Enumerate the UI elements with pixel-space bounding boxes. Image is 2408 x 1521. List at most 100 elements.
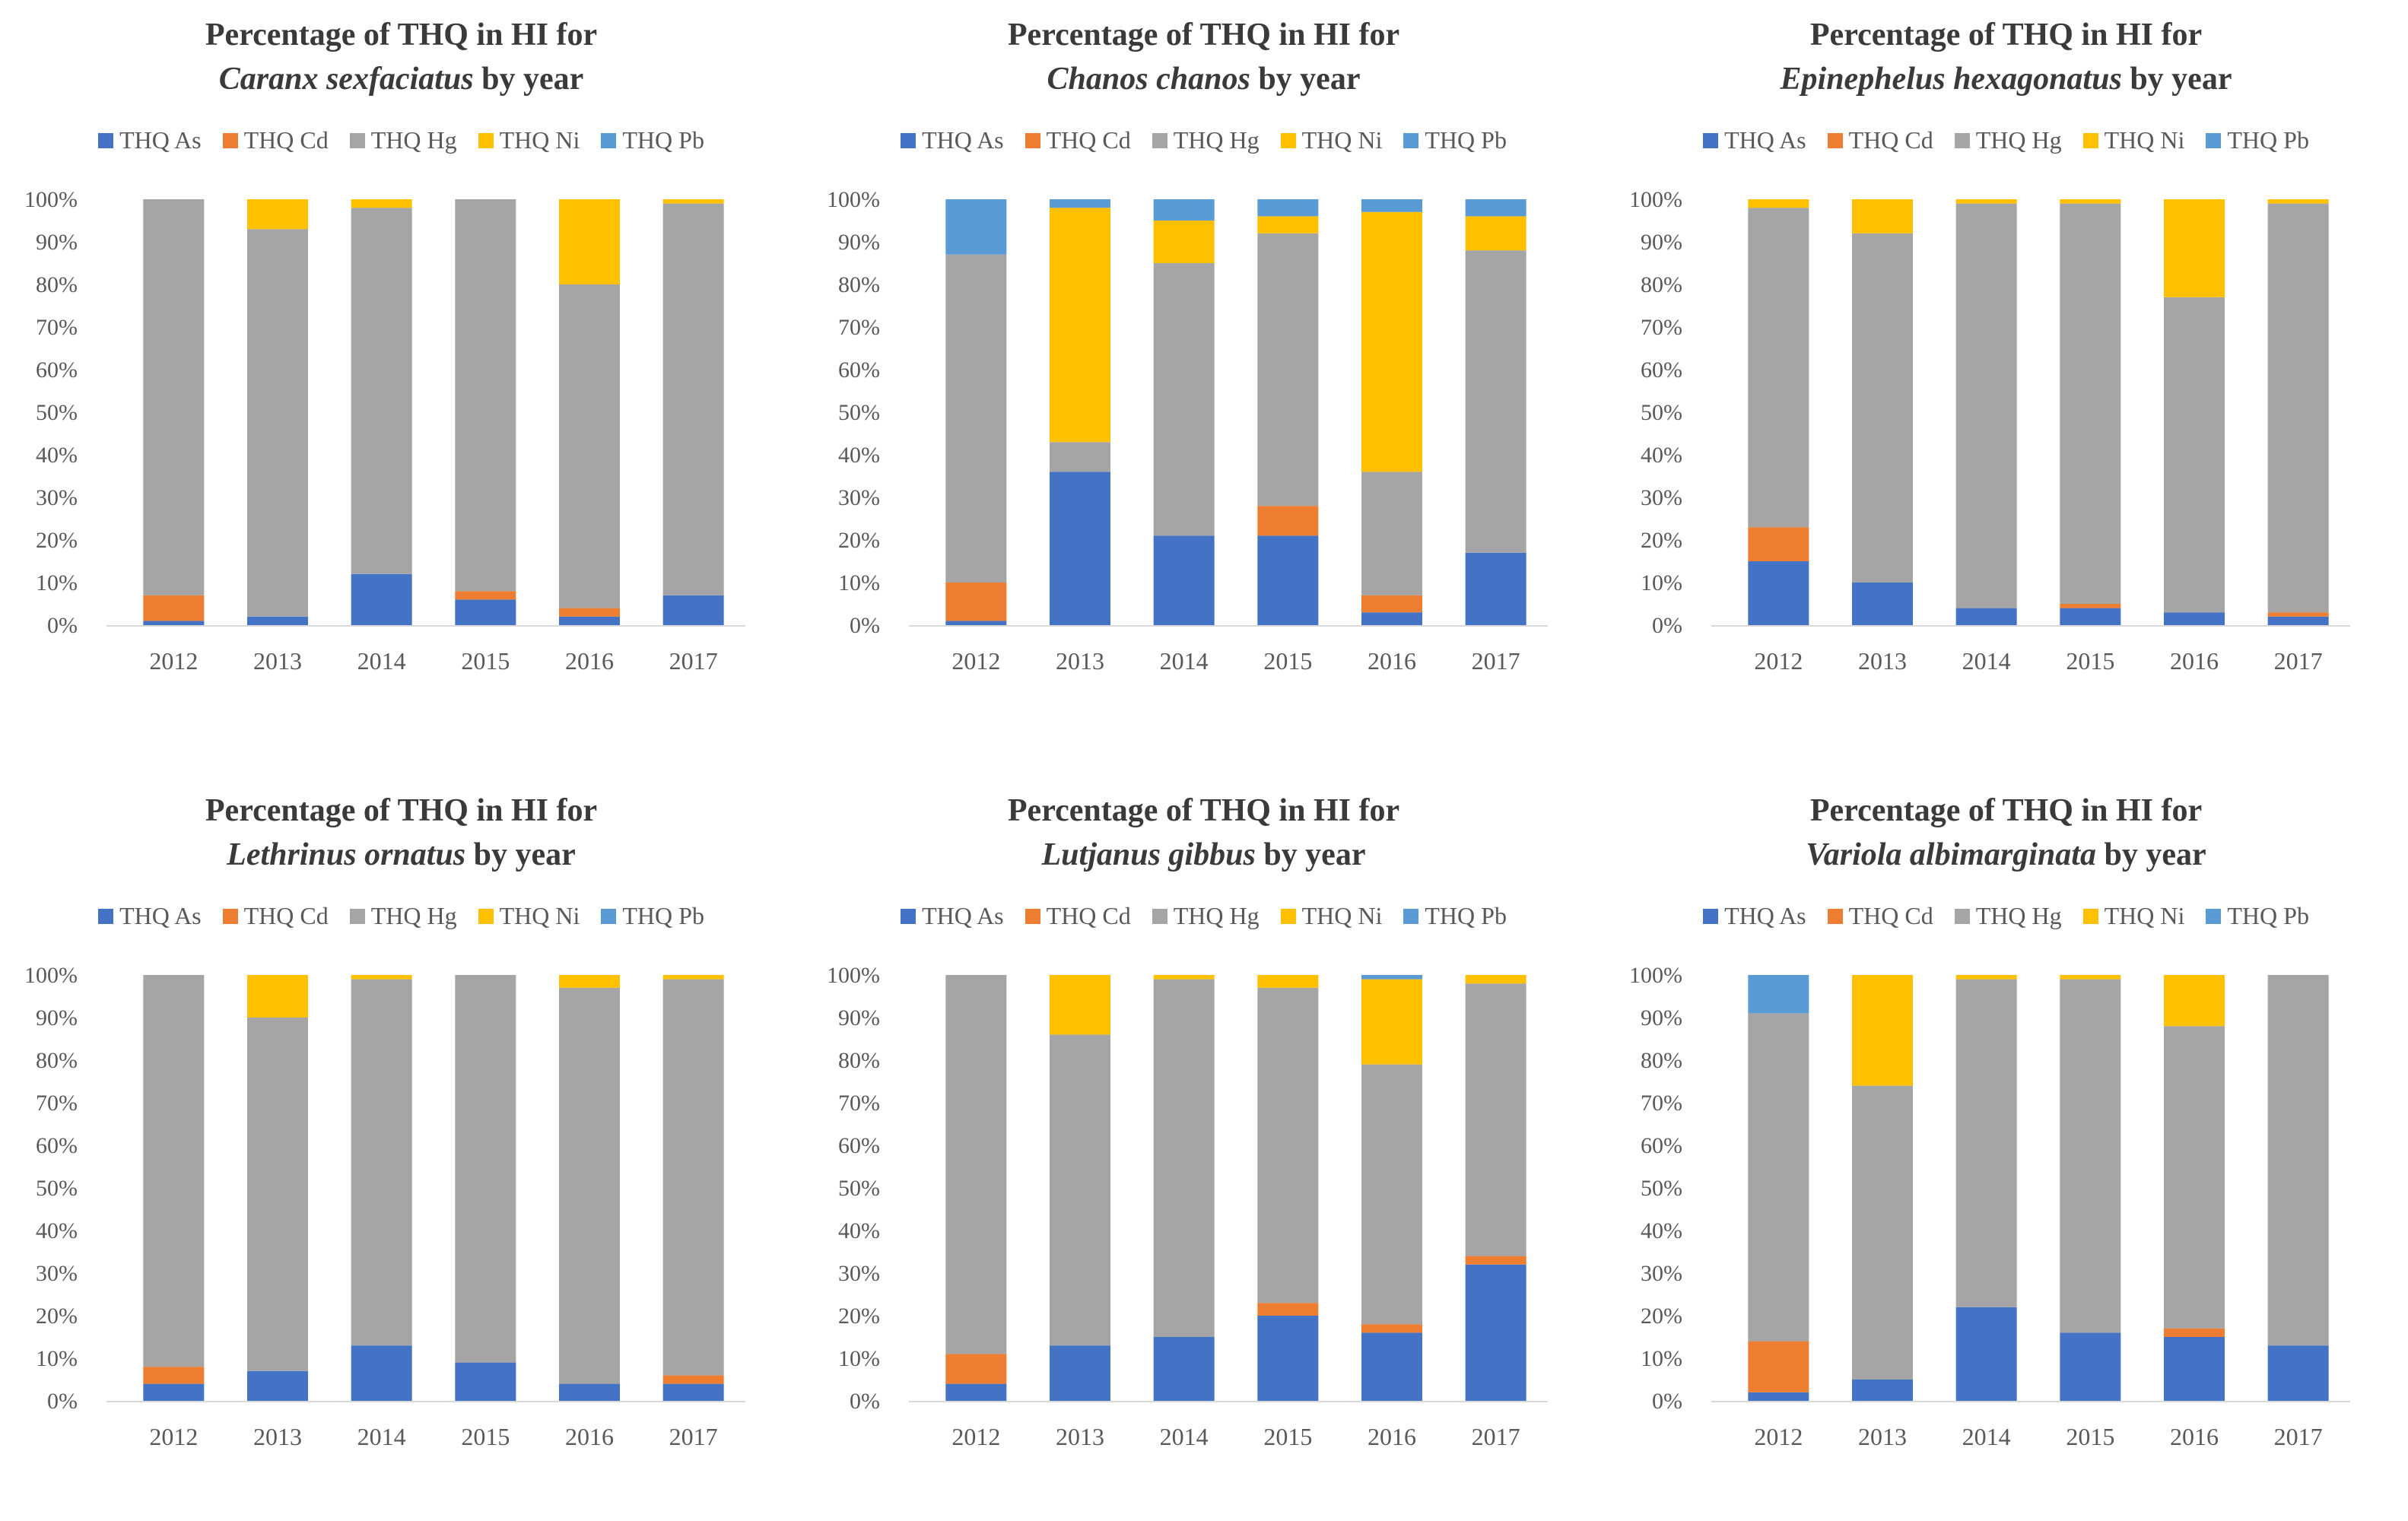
title-suffix: by year xyxy=(473,62,584,97)
x-tick-label: 2013 xyxy=(253,1423,302,1450)
bar-segment-ni xyxy=(1852,975,1913,1086)
legend: THQ As THQ Cd THQ Hg THQ Ni THQ Pb xyxy=(1635,902,2377,930)
x-tick-label: 2016 xyxy=(2170,1423,2219,1450)
bar-segment-hg xyxy=(662,203,724,595)
legend-swatch-hg xyxy=(349,132,365,148)
bar-segment-hg xyxy=(945,975,1007,1354)
bar-segment-hg xyxy=(1361,1064,1422,1325)
y-tick-label: 50% xyxy=(838,400,880,425)
chart-title-line2: Variola albimarginata by year xyxy=(1605,837,2407,873)
bar-segment-hg xyxy=(945,254,1007,583)
legend-item-ni: THQ Ni xyxy=(478,902,580,930)
bar-segment-cd xyxy=(143,595,205,621)
bar-segment-as xyxy=(2164,612,2225,625)
legend-label-as: THQ As xyxy=(119,902,202,929)
bar-segment-ni xyxy=(1361,211,1422,472)
legend-label-as: THQ As xyxy=(1724,126,1806,154)
y-tick-label: 30% xyxy=(36,1261,78,1286)
legend-swatch-pb xyxy=(1403,132,1419,148)
bar-segment-ni xyxy=(1955,975,2017,980)
legend-item-cd: THQ Cd xyxy=(1827,902,1933,930)
legend-label-cd: THQ Cd xyxy=(1046,126,1131,154)
legend-swatch-hg xyxy=(1152,132,1167,148)
legend-item-cd: THQ Cd xyxy=(1025,902,1131,930)
legend-swatch-pb xyxy=(601,908,617,924)
species-name: Lethrinus ornatus xyxy=(227,837,466,872)
bar-segment-hg xyxy=(2060,979,2121,1333)
y-tick-label: 80% xyxy=(36,272,78,297)
bar-segment-as xyxy=(2164,1337,2225,1401)
plot-area: 0% 10% 20% 30% 40% 50% 60% 70% 80% 90% 100% 2012 201… xyxy=(827,963,1548,1450)
bar-segment-as xyxy=(662,595,724,625)
y-tick-label: 70% xyxy=(838,1091,880,1116)
species-name: Caranx sexfaciatus xyxy=(218,62,474,97)
bar-segment-hg xyxy=(351,979,412,1346)
y-tick-label: 10% xyxy=(36,1346,78,1371)
bar-segment-ni xyxy=(2164,199,2225,297)
bar-segment-ni xyxy=(247,199,308,230)
legend-item-hg: THQ Hg xyxy=(1954,902,2062,930)
bar-segment-hg xyxy=(1465,250,1526,553)
x-tick-label: 2012 xyxy=(149,1423,198,1450)
legend-swatch-ni xyxy=(478,132,494,148)
legend-item-ni: THQ Ni xyxy=(478,126,580,154)
bar-segment-ni xyxy=(2060,975,2121,980)
bar-segment-as xyxy=(247,616,308,625)
legend-item-pb: THQ Pb xyxy=(1403,902,1507,930)
y-tick-label: 60% xyxy=(36,1133,78,1158)
legend-label-as: THQ As xyxy=(119,126,202,154)
x-tick-label: 2014 xyxy=(1962,1423,2011,1450)
bar-segment-ni xyxy=(559,199,620,284)
legend-label-cd: THQ Cd xyxy=(243,126,329,154)
y-tick-label: 80% xyxy=(838,272,880,297)
legend: THQ As THQ Cd THQ Hg THQ Ni THQ Pb xyxy=(30,126,772,154)
x-tick-label: 2014 xyxy=(1962,647,2011,675)
bar-segment-as xyxy=(1050,472,1110,625)
legend-item-cd: THQ Cd xyxy=(1025,126,1131,154)
legend-item-as: THQ As xyxy=(98,126,202,154)
bar-segment-ni xyxy=(1153,975,1215,980)
bar-segment-as xyxy=(2267,616,2329,625)
y-tick-label: 0% xyxy=(1652,1389,1682,1414)
legend-swatch-pb xyxy=(2206,908,2222,924)
y-tick-label: 80% xyxy=(36,1048,78,1073)
chart-panel-epinephelus: Percentage of THQ in HI for Epinephelus … xyxy=(1605,0,2407,745)
bar-segment-as xyxy=(559,1383,620,1401)
legend-item-pb: THQ Pb xyxy=(1403,126,1507,154)
bar-segment-cd xyxy=(1748,1341,1809,1392)
y-tick-label: 100% xyxy=(24,187,78,212)
y-tick-label: 90% xyxy=(838,230,880,255)
legend-item-pb: THQ Pb xyxy=(2206,126,2309,154)
chart-panel-variola: Percentage of THQ in HI for Variola albi… xyxy=(1605,776,2407,1521)
legend-label-hg: THQ Hg xyxy=(370,126,457,154)
x-tick-label: 2013 xyxy=(253,647,302,675)
plot-area: 0% 10% 20% 30% 40% 50% 60% 70% 80% 90% 100% 2012 201… xyxy=(24,187,745,675)
x-tick-label: 2017 xyxy=(1472,647,1520,675)
legend-item-as: THQ As xyxy=(901,902,1004,930)
bar-segment-ni xyxy=(1465,216,1526,251)
x-tick-label: 2015 xyxy=(461,1423,510,1450)
legend: THQ As THQ Cd THQ Hg THQ Ni THQ Pb xyxy=(1635,126,2377,154)
bar-segment-as xyxy=(1748,561,1809,625)
bar-segment-as xyxy=(1852,583,1913,625)
chart-panel-caranx: Percentage of THQ in HI for Caranx sexfa… xyxy=(0,0,802,745)
legend-label-pb: THQ Pb xyxy=(2227,126,2309,154)
title-suffix: by year xyxy=(1255,837,1366,872)
y-tick-label: 100% xyxy=(1629,963,1682,988)
bar-segment-ni xyxy=(2060,199,2121,204)
bar-segment-as xyxy=(2267,1345,2329,1401)
bar-segment-ni xyxy=(559,975,620,988)
legend-item-ni: THQ Ni xyxy=(2082,126,2184,154)
bar-segment-as xyxy=(1465,1264,1526,1401)
y-tick-label: 40% xyxy=(36,443,78,468)
y-tick-label: 60% xyxy=(36,357,78,383)
y-tick-label: 40% xyxy=(1641,1218,1682,1243)
bar-segment-cd xyxy=(1748,527,1809,561)
bar-segment-ni xyxy=(1748,199,1809,208)
x-tick-label: 2015 xyxy=(2066,1423,2114,1450)
legend-swatch-ni xyxy=(478,908,494,924)
y-tick-label: 70% xyxy=(36,315,78,340)
x-tick-label: 2013 xyxy=(1858,647,1907,675)
x-tick-label: 2017 xyxy=(1472,1423,1520,1450)
bar-segment-as xyxy=(1361,612,1422,625)
